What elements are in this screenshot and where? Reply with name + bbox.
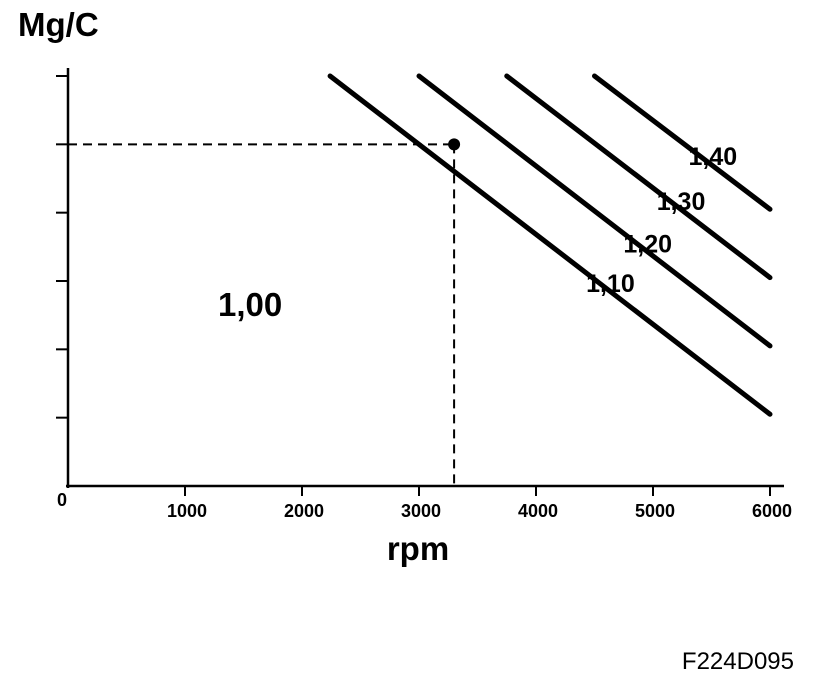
series-line xyxy=(592,73,773,212)
x-tick-label: 0 xyxy=(57,490,67,510)
series-label: 1,10 xyxy=(586,270,635,298)
operating-point-dot xyxy=(448,138,461,151)
x-axis-label: rpm xyxy=(387,530,449,567)
series-lines: 1,10 1,20 1,30 1,40 xyxy=(327,73,773,417)
y-axis-label: Mg/C xyxy=(18,6,99,43)
figure-code: F224D095 xyxy=(681,648,794,675)
operating-point xyxy=(68,138,461,486)
series-line xyxy=(416,73,773,349)
axes xyxy=(66,68,784,488)
ticks: 0 1000 2000 3000 4000 5000 6000 xyxy=(56,75,792,521)
series-label: 1,40 xyxy=(689,143,738,171)
x-tick-label: 6000 xyxy=(752,501,792,521)
series-line xyxy=(327,73,773,417)
series-label: 1,30 xyxy=(657,188,706,216)
region-label: 1,00 xyxy=(218,286,282,323)
x-tick-label: 2000 xyxy=(284,501,324,521)
x-tick-label: 1000 xyxy=(167,501,207,521)
series-label: 1,20 xyxy=(623,231,672,259)
x-tick-label: 4000 xyxy=(518,501,558,521)
x-tick-label: 5000 xyxy=(635,501,675,521)
x-tick-label: 3000 xyxy=(401,501,441,521)
series-line xyxy=(504,73,773,281)
